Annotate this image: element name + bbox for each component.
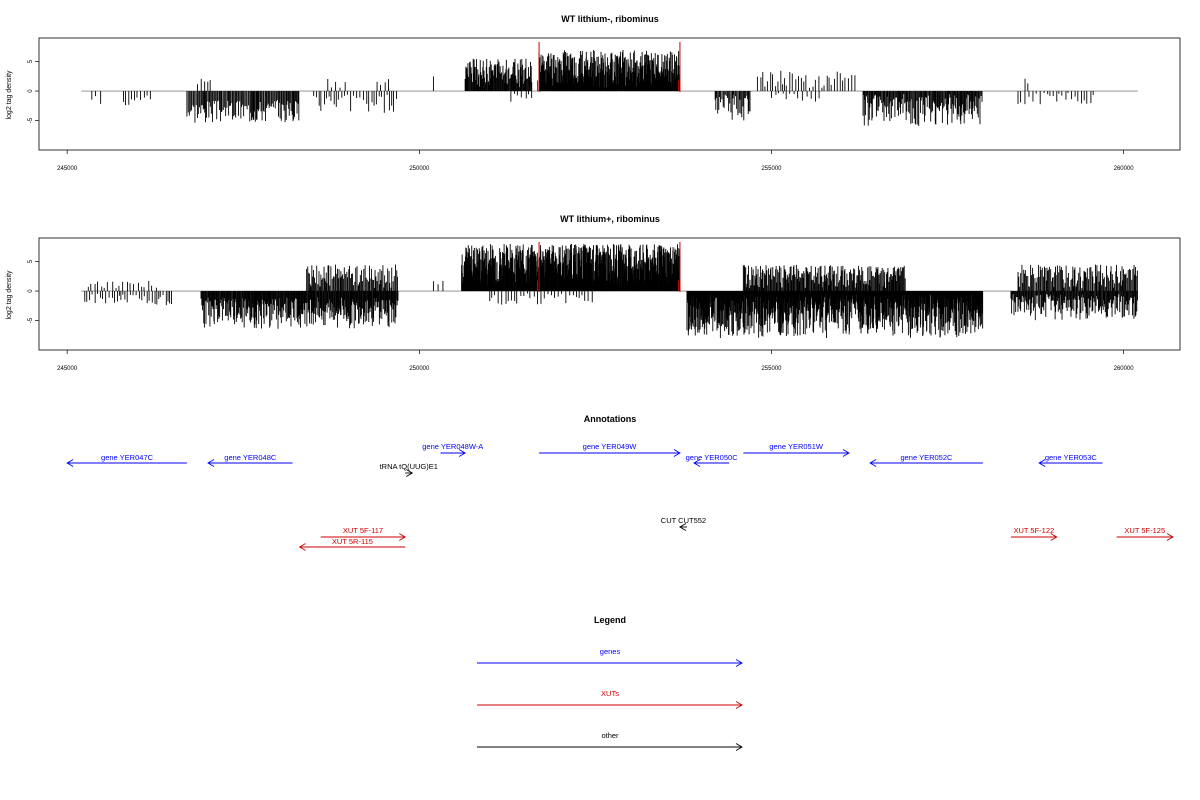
annotation-feature: gene YER051W [743, 442, 850, 457]
annotations-title: Annotations [584, 414, 637, 424]
feature-label: gene YER048W-A [422, 442, 483, 451]
feature-label: XUT 5F-122 [1013, 526, 1054, 535]
density-bars [91, 50, 1094, 126]
legend-item: other [477, 731, 743, 751]
x-tick-label: 255000 [761, 366, 782, 372]
feature-label: gene YER048C [224, 453, 277, 462]
annotation-feature: tRNA tQ(UUG)E1 [380, 462, 438, 477]
y-tick-label: 5 [28, 259, 34, 263]
annotation-feature: gene YER052C [869, 453, 983, 467]
feature-label: gene YER049W [583, 442, 638, 451]
feature-label: XUT 5F-125 [1124, 526, 1165, 535]
feature-label: gene YER053C [1045, 453, 1098, 462]
feature-arrowhead [1050, 533, 1058, 541]
legend-item: genes [477, 647, 743, 667]
annotation-feature: gene YER050C [686, 453, 739, 467]
x-tick-label: 255000 [761, 166, 782, 172]
feature-arrowhead [673, 449, 681, 457]
panel-title: WT lithium-, ribominus [561, 14, 659, 24]
annotation-feature: gene YER048W-A [422, 442, 483, 457]
legend-arrowhead [735, 701, 743, 709]
feature-label: CUT CUT552 [661, 516, 706, 525]
feature-arrowhead [869, 459, 877, 467]
legend: Legend genes XUTs other [477, 615, 743, 751]
annotation-feature: XUT 5F-122 [1010, 526, 1058, 541]
y-tick-label: 0 [28, 89, 34, 93]
x-tick-label: 250000 [409, 166, 430, 172]
legend-label: XUTs [601, 689, 619, 698]
y-tick-label: 0 [28, 289, 34, 293]
feature-label: XUT 5R-115 [332, 537, 373, 546]
feature-label: XUT 5F-117 [343, 526, 383, 535]
feature-arrowhead [1166, 533, 1174, 541]
feature-arrowhead [679, 523, 687, 531]
annotation-feature: XUT 5R-115 [298, 537, 406, 551]
annotation-feature: gene YER049W [539, 442, 681, 457]
feature-arrowhead [1038, 459, 1046, 467]
x-tick-label: 250000 [409, 366, 430, 372]
legend-title: Legend [594, 615, 626, 625]
feature-arrowhead [399, 533, 407, 541]
feature-arrowhead [66, 459, 74, 467]
y-tick-label: -5 [28, 117, 34, 123]
annotation-feature: gene YER048C [207, 453, 293, 467]
feature-arrowhead [458, 449, 467, 457]
annotation-feature: gene YER053C [1038, 453, 1103, 467]
annotation-feature: CUT CUT552 [661, 516, 706, 531]
feature-arrowhead [207, 459, 215, 467]
coverage-panel-lithium-plus: WT lithium+, ribominus log2 tag density … [6, 214, 1181, 372]
feature-label: gene YER047C [101, 453, 154, 462]
panel-title: WT lithium+, ribominus [560, 214, 660, 224]
y-axis-label: log2 tag density [6, 70, 13, 120]
annotation-feature: XUT 5F-125 [1116, 526, 1174, 541]
legend-item: XUTs [477, 689, 743, 709]
feature-label: tRNA tQ(UUG)E1 [380, 462, 438, 471]
x-tick-label: 260000 [1114, 366, 1135, 372]
y-tick-label: -5 [28, 317, 34, 323]
coverage-panel-lithium-minus: WT lithium-, ribominus log2 tag density … [6, 14, 1181, 172]
x-tick-label: 245000 [57, 366, 78, 372]
feature-arrowhead [406, 469, 414, 477]
plot-frame [38, 37, 1181, 151]
annotation-feature: XUT 5F-117 [320, 526, 407, 541]
density-bars [84, 243, 1138, 339]
x-tick-label: 245000 [57, 166, 78, 172]
feature-arrowhead [842, 449, 850, 457]
x-tick-label: 260000 [1114, 166, 1135, 172]
y-axis-label: log2 tag density [6, 270, 13, 320]
legend-arrowhead [735, 743, 743, 751]
legend-arrowhead [735, 659, 743, 667]
feature-arrowhead [298, 543, 306, 551]
plot-frame [38, 237, 1181, 351]
annotation-feature: gene YER047C [66, 453, 187, 467]
feature-arrowhead [693, 459, 701, 467]
legend-label: genes [600, 647, 621, 656]
legend-label: other [601, 731, 619, 740]
y-tick-label: 5 [28, 59, 34, 63]
annotations-track: Annotations gene YER047C gene YER048C gene… [66, 414, 1174, 551]
feature-label: gene YER051W [769, 442, 824, 451]
feature-label: gene YER052C [900, 453, 953, 462]
feature-label: gene YER050C [686, 453, 739, 462]
